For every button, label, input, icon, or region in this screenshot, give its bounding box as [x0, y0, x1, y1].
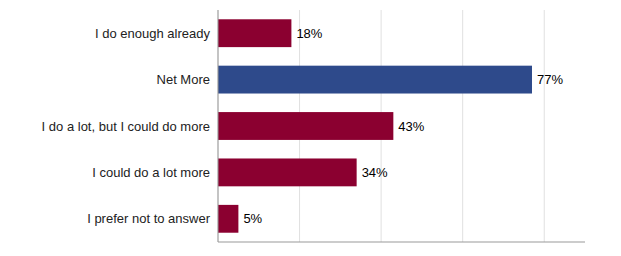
bar — [218, 112, 393, 140]
chart-svg: I prefer not to answer I could do a lot m… — [0, 0, 621, 256]
y-axis-line — [218, 10, 219, 242]
x-axis-line — [218, 242, 585, 243]
bars — [218, 19, 532, 232]
data-labels: 5% 34% 43% 77% 18% — [243, 26, 563, 227]
bar — [218, 19, 291, 47]
grid-line — [544, 10, 545, 242]
bar — [218, 66, 532, 94]
y-tick-label: I do a lot, but I could do more — [42, 119, 210, 134]
y-tick-labels: I prefer not to answer I could do a lot m… — [42, 26, 211, 227]
y-tick-label: Net More — [157, 72, 210, 87]
data-label: 77% — [537, 72, 563, 87]
bar — [218, 205, 238, 233]
grid — [218, 10, 544, 242]
data-label: 34% — [362, 165, 388, 180]
grid-line — [462, 10, 463, 242]
y-tick-label: I prefer not to answer — [87, 211, 211, 226]
y-tick-label: I could do a lot more — [92, 165, 210, 180]
bar — [218, 158, 357, 186]
chart-container: I prefer not to answer I could do a lot m… — [0, 0, 621, 256]
y-tick-label: I do enough already — [95, 26, 210, 41]
data-label: 5% — [243, 211, 262, 226]
grid-line — [218, 10, 219, 242]
data-label: 18% — [296, 26, 322, 41]
axes — [218, 10, 585, 242]
data-label: 43% — [398, 119, 424, 134]
